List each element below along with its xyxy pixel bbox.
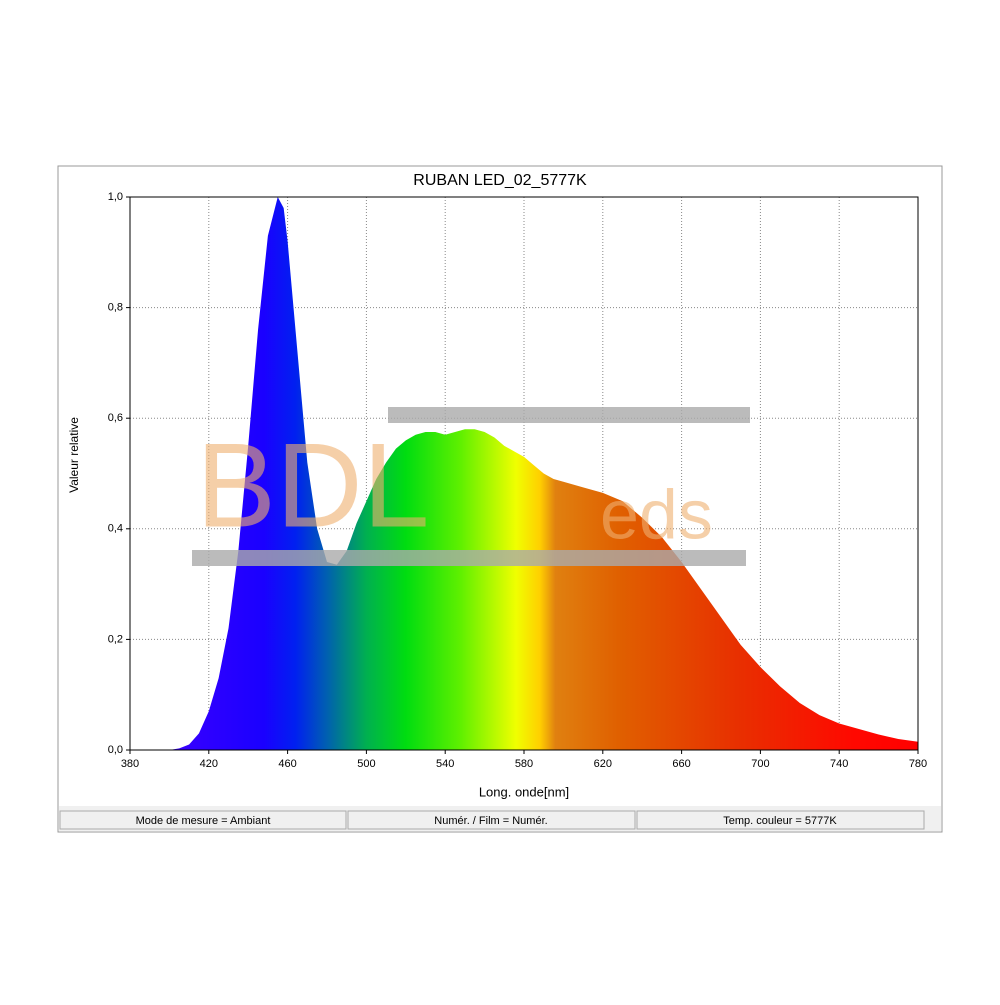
status-text: Mode de mesure = Ambiant [136, 815, 271, 827]
status-text: Temp. couleur = 5777K [723, 815, 837, 827]
x-tick-label: 380 [121, 758, 139, 770]
y-axis-label: Valeur relative [67, 417, 81, 493]
x-tick-label: 580 [515, 758, 533, 770]
status-cell [636, 810, 925, 830]
x-tick-label: 700 [751, 758, 769, 770]
watermark: BDL [196, 419, 429, 553]
redaction-bar [388, 407, 750, 423]
status-text: Numér. / Film = Numér. [434, 815, 547, 827]
x-tick-label: 660 [672, 758, 690, 770]
y-tick-label: 0,2 [108, 633, 123, 645]
y-tick-label: 1,0 [108, 191, 123, 203]
y-tick-label: 0,4 [108, 523, 123, 535]
status-cell [347, 810, 636, 830]
x-tick-label: 620 [594, 758, 612, 770]
y-tick-label: 0,0 [108, 744, 123, 756]
x-axis-label: Long. onde[nm] [479, 784, 569, 799]
x-tick-label: 420 [200, 758, 218, 770]
x-tick-label: 500 [357, 758, 375, 770]
x-tick-label: 540 [436, 758, 454, 770]
x-tick-label: 780 [909, 758, 927, 770]
x-tick-label: 740 [830, 758, 848, 770]
spectrum-area [169, 197, 918, 750]
y-tick-label: 0,8 [108, 302, 123, 314]
y-tick-label: 0,6 [108, 412, 123, 424]
watermark: eds [600, 475, 713, 553]
plot-frame [129, 196, 919, 751]
chart-title: RUBAN LED_02_5777K [413, 172, 587, 189]
x-tick-label: 460 [278, 758, 296, 770]
status-cell [59, 810, 347, 830]
redaction-bar [192, 550, 746, 566]
